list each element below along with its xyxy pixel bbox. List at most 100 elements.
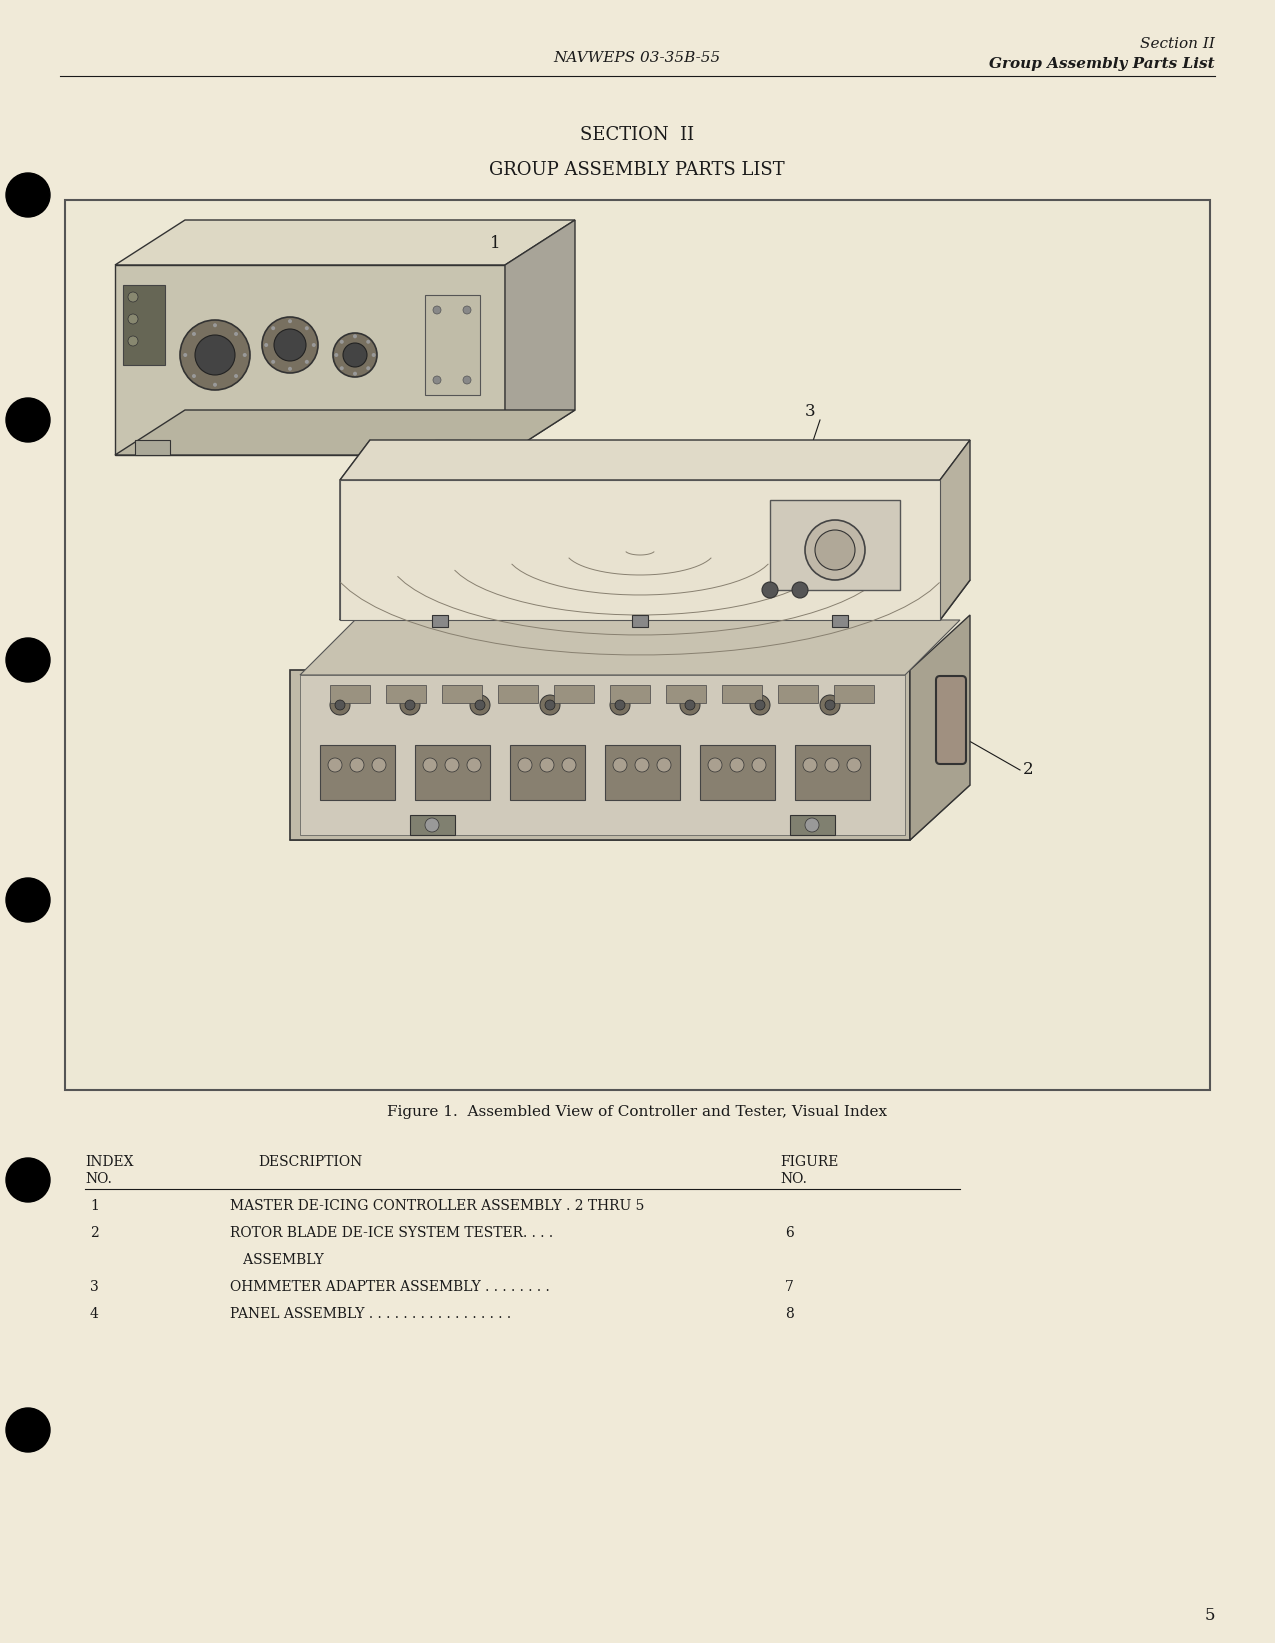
Text: 1: 1 [490, 235, 501, 251]
Bar [778, 685, 819, 703]
Bar [122, 284, 164, 365]
Circle shape [680, 695, 700, 715]
Polygon shape [115, 220, 575, 265]
Circle shape [405, 700, 414, 710]
Circle shape [128, 337, 138, 347]
Bar [435, 440, 470, 455]
Circle shape [366, 340, 370, 343]
Text: 2: 2 [1023, 761, 1034, 779]
Bar [796, 744, 870, 800]
Polygon shape [115, 265, 505, 455]
Bar [330, 685, 370, 703]
Circle shape [6, 637, 50, 682]
Circle shape [6, 877, 50, 922]
Circle shape [434, 306, 441, 314]
Text: DESCRIPTION: DESCRIPTION [258, 1155, 362, 1170]
Bar [700, 744, 775, 800]
Text: 8: 8 [785, 1306, 794, 1321]
Circle shape [847, 757, 861, 772]
Bar [135, 440, 170, 455]
Circle shape [242, 353, 247, 357]
Circle shape [463, 376, 470, 384]
Circle shape [193, 375, 196, 378]
Circle shape [425, 818, 439, 831]
Circle shape [339, 366, 344, 370]
Circle shape [657, 757, 671, 772]
Circle shape [184, 353, 187, 357]
Text: GROUP ASSEMBLY PARTS LIST: GROUP ASSEMBLY PARTS LIST [490, 161, 785, 179]
Polygon shape [340, 480, 940, 619]
Circle shape [805, 519, 864, 580]
Circle shape [128, 292, 138, 302]
Polygon shape [340, 580, 970, 619]
Circle shape [330, 695, 351, 715]
Circle shape [6, 173, 50, 217]
Circle shape [792, 582, 808, 598]
Circle shape [353, 371, 357, 376]
Circle shape [541, 757, 555, 772]
Circle shape [180, 320, 250, 389]
Bar [632, 614, 648, 628]
Circle shape [312, 343, 316, 347]
Circle shape [128, 314, 138, 324]
Text: Group Assembly Parts List: Group Assembly Parts List [989, 58, 1215, 71]
Circle shape [351, 757, 363, 772]
Circle shape [685, 700, 695, 710]
Circle shape [366, 366, 370, 370]
Text: OHMMETER ADAPTER ASSEMBLY . . . . . . . .: OHMMETER ADAPTER ASSEMBLY . . . . . . . … [230, 1280, 550, 1295]
Circle shape [820, 695, 840, 715]
Bar [510, 744, 585, 800]
Bar [411, 815, 455, 835]
Circle shape [288, 319, 292, 324]
Circle shape [335, 700, 346, 710]
Circle shape [731, 757, 745, 772]
Text: NAVWEPS 03-35B-55: NAVWEPS 03-35B-55 [553, 51, 720, 66]
Circle shape [762, 582, 778, 598]
Text: FIGURE
NO.: FIGURE NO. [780, 1155, 839, 1186]
Text: MASTER DE-ICING CONTROLLER ASSEMBLY . 2 THRU 5: MASTER DE-ICING CONTROLLER ASSEMBLY . 2 … [230, 1199, 644, 1213]
Circle shape [562, 757, 576, 772]
Circle shape [235, 375, 238, 378]
Circle shape [825, 757, 839, 772]
FancyBboxPatch shape [936, 675, 966, 764]
Polygon shape [115, 411, 575, 455]
Text: 4: 4 [333, 729, 343, 746]
Circle shape [815, 531, 856, 570]
Bar [790, 815, 835, 835]
Circle shape [803, 757, 817, 772]
Circle shape [334, 353, 338, 357]
Circle shape [825, 700, 835, 710]
Bar [606, 744, 680, 800]
Circle shape [470, 695, 490, 715]
Circle shape [272, 327, 275, 330]
Text: Figure 1.  Assembled View of Controller and Tester, Visual Index: Figure 1. Assembled View of Controller a… [386, 1106, 887, 1119]
Polygon shape [289, 785, 970, 840]
Circle shape [463, 306, 470, 314]
Bar [65, 200, 1210, 1089]
Bar [320, 744, 395, 800]
Bar [386, 685, 426, 703]
Circle shape [274, 329, 306, 361]
Bar [666, 685, 706, 703]
Polygon shape [505, 220, 575, 455]
Circle shape [272, 360, 275, 363]
Circle shape [708, 757, 722, 772]
Circle shape [305, 327, 309, 330]
Circle shape [6, 1408, 50, 1452]
Bar [432, 614, 448, 628]
Circle shape [635, 757, 649, 772]
Circle shape [434, 376, 441, 384]
Polygon shape [289, 670, 910, 840]
Polygon shape [340, 440, 370, 619]
Polygon shape [300, 675, 905, 835]
Text: SECTION  II: SECTION II [580, 127, 694, 145]
Text: ROTOR BLADE DE-ICE SYSTEM TESTER. . . .: ROTOR BLADE DE-ICE SYSTEM TESTER. . . . [230, 1226, 553, 1240]
Circle shape [752, 757, 766, 772]
Text: 3: 3 [91, 1280, 98, 1295]
Bar [425, 296, 479, 394]
Circle shape [609, 695, 630, 715]
Circle shape [541, 695, 560, 715]
Circle shape [305, 360, 309, 363]
Circle shape [518, 757, 532, 772]
Circle shape [423, 757, 437, 772]
